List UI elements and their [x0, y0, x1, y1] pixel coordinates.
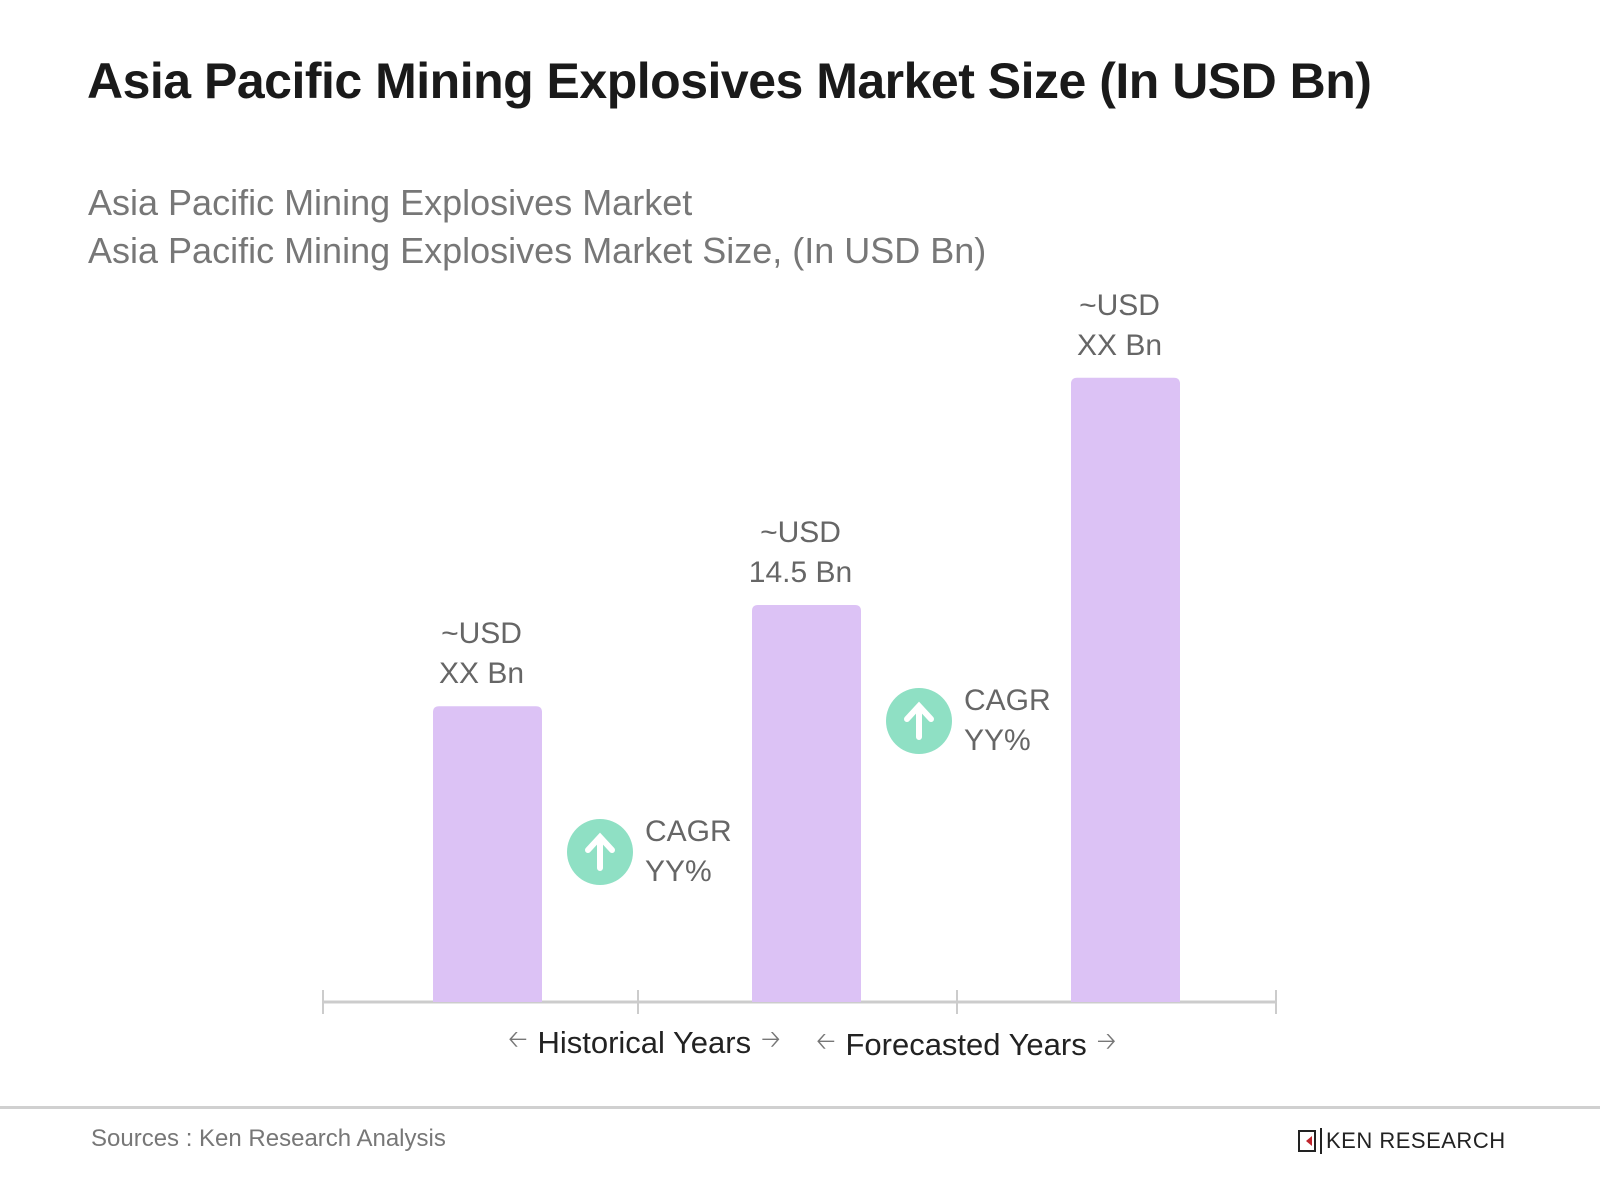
cagr-value: YY%	[964, 724, 1031, 757]
cagr-label: CAGR	[964, 684, 1051, 717]
bar-data-label: ~USD 14.5 Bn	[691, 513, 911, 593]
cagr-value: YY%	[645, 855, 712, 888]
data-label-line: ~USD	[441, 617, 522, 651]
bar-data-label: ~USD XX Bn	[372, 614, 592, 694]
logo-text: KEN RESEARCH	[1320, 1128, 1506, 1154]
bar-chart	[322, 377, 1277, 1014]
bar	[752, 605, 861, 1002]
ken-research-logo: KEN RESEARCH	[1298, 1128, 1506, 1154]
data-label-line: ~USD	[760, 516, 841, 549]
page-title: Asia Pacific Mining Explosives Market Si…	[87, 53, 1372, 109]
logo-mark-icon	[1298, 1130, 1316, 1152]
cagr-annotation-2: CAGR YY%	[886, 681, 1051, 761]
data-label-line: XX Bn	[438, 657, 525, 691]
footer-divider	[0, 1106, 1600, 1109]
arrow-up-icon	[886, 688, 952, 754]
chart-subtitle-2: Asia Pacific Mining Explosives Market Si…	[88, 230, 987, 271]
bar-data-label: ~USD XX Bn	[1010, 286, 1230, 366]
arrow-up-icon	[567, 819, 633, 885]
bar	[1071, 377, 1180, 1002]
data-label-line: XX Bn	[1076, 328, 1163, 362]
data-label-line: 14.5 Bn	[748, 556, 853, 589]
cagr-label: CAGR	[645, 815, 732, 848]
arrow-right-icon: 🡢	[761, 1026, 781, 1053]
data-label-line: ~USD	[1079, 288, 1160, 322]
chart-subtitle-1: Asia Pacific Mining Explosives Market	[88, 182, 693, 223]
period-text: Forecasted Years	[845, 1026, 1087, 1062]
arrow-left-icon: 🡠	[508, 1026, 528, 1053]
cagr-annotation-1: CAGR YY%	[567, 812, 732, 892]
arrow-right-icon: 🡢	[1096, 1028, 1117, 1055]
source-note: Sources : Ken Research Analysis	[91, 1125, 446, 1152]
bar	[433, 706, 542, 1002]
historical-years-label: 🡠 Historical Years 🡢	[508, 1022, 781, 1063]
period-text: Historical Years	[537, 1024, 752, 1060]
arrow-left-icon: 🡠	[816, 1028, 836, 1055]
forecasted-years-label: 🡠 Forecasted Years 🡢	[816, 1024, 1116, 1065]
